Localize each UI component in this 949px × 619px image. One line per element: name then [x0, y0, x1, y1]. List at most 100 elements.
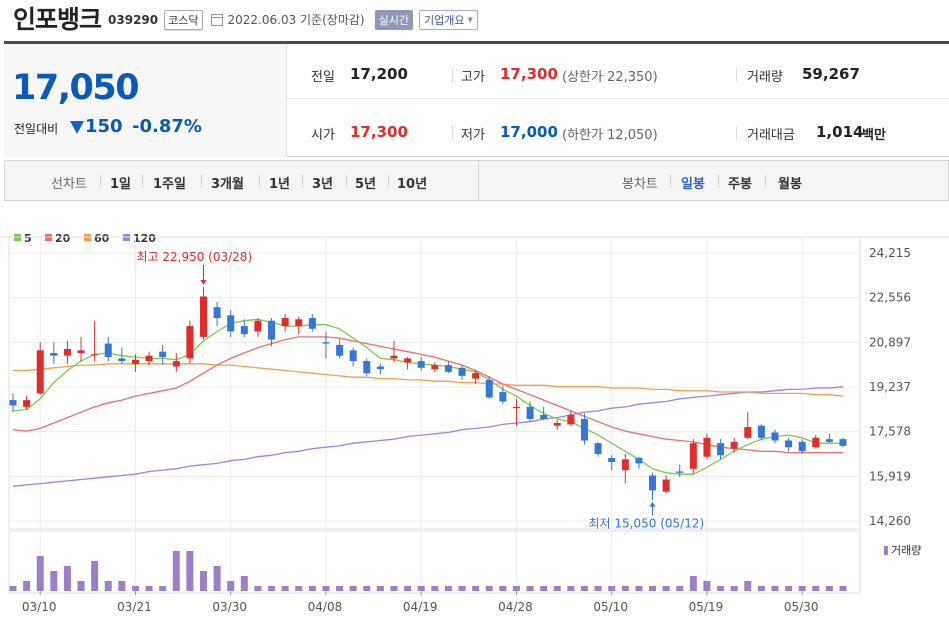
volume-bar: [118, 581, 126, 591]
tab-3y[interactable]: 3년: [312, 177, 334, 192]
volume-bar: [63, 566, 71, 591]
candle-body: [281, 318, 289, 327]
volume-bar: [227, 581, 235, 591]
realtime-button[interactable]: 실시간: [374, 9, 413, 30]
tab-1w[interactable]: 1주일: [153, 177, 186, 192]
divider: [736, 126, 737, 140]
high-arrow-head: [200, 280, 207, 286]
candle-body: [649, 475, 657, 491]
candle-body: [499, 392, 507, 402]
volume-bar: [621, 586, 629, 591]
candle-body: [771, 432, 779, 441]
legend-label: 20: [55, 232, 71, 245]
tab-1d[interactable]: 1일: [110, 177, 132, 192]
volume-bar: [199, 571, 207, 591]
tab-daily[interactable]: 일봉: [681, 177, 705, 192]
candle-body: [213, 307, 221, 319]
volume-bars: 거래량: [9, 544, 921, 591]
high-annotation: 최고 22,950 (03/28): [136, 250, 252, 264]
candle-body: [336, 344, 344, 356]
volume-bar: [77, 581, 85, 591]
tab-separator: [100, 175, 101, 187]
candle-body: [458, 367, 466, 376]
candle-body: [145, 355, 153, 362]
calendar-icon: [210, 13, 223, 26]
tab-monthly[interactable]: 월봉: [778, 177, 802, 192]
row-divider: [287, 98, 949, 99]
volume-bar: [676, 586, 684, 591]
candle-body: [349, 350, 357, 362]
volume-bar: [131, 586, 139, 591]
volume-bar: [649, 586, 657, 591]
volume-bar: [594, 586, 602, 591]
candle-body: [689, 443, 697, 469]
candlesticks: [9, 287, 847, 500]
price-chart[interactable]: 5 20 60 120 거래량 24,215 22,556 20,897 19,237 17,…: [0, 201, 949, 619]
legend-label: 60: [94, 232, 110, 245]
chart-axes: 24,215 22,556 20,897 19,237 17,578 15,919 14,2…: [22, 246, 911, 614]
low-value: 17,000: [500, 123, 558, 141]
tab-separator: [302, 175, 303, 187]
x-tick-label: 03/30: [212, 600, 247, 614]
period-tab-bar: 선차트 1일 1주일 3개월 1년 3년 5년 10년 봉차트 일봉 주봉 월봉: [4, 160, 949, 201]
candle-body: [295, 319, 303, 327]
y-tick-label: 24,215: [869, 246, 911, 260]
volume-bar: [159, 586, 167, 591]
tab-separator: [142, 175, 143, 187]
candle-body: [798, 441, 806, 452]
volume-bar: [785, 586, 793, 591]
tab-3m[interactable]: 3개월: [211, 177, 244, 192]
divider: [452, 68, 453, 82]
volume-bar: [771, 586, 779, 591]
tab-10y[interactable]: 10년: [397, 177, 428, 192]
candle-chart-label: 봉차트: [622, 177, 658, 192]
lower-limit: (하한가 12,050): [562, 128, 658, 143]
candle-body: [825, 439, 833, 442]
volume-bar: [608, 586, 616, 591]
tab-1y[interactable]: 1년: [269, 177, 291, 192]
volume-bar: [254, 586, 262, 591]
y-tick-label: 15,919: [869, 469, 911, 483]
y-tick-label: 22,556: [869, 291, 911, 305]
candle-body: [730, 441, 738, 449]
volume-bar: [268, 586, 276, 591]
volume-bar: [91, 561, 99, 591]
x-tick-label: 03/10: [22, 600, 57, 614]
quote-box: 17,050 전일대비 150 -0.87% 전일 17,200 고가 17,3…: [4, 41, 949, 157]
volume-bar: [349, 586, 357, 591]
volume-bar: [417, 586, 425, 591]
candle-body: [444, 365, 452, 372]
tab-separator: [346, 175, 347, 187]
volume-bar: [444, 586, 452, 591]
candle-body: [63, 348, 71, 356]
candle-body: [227, 315, 235, 332]
volume-bar: [540, 586, 548, 591]
volume-bar: [9, 586, 17, 591]
candle-body: [254, 320, 262, 332]
high-label: 고가: [461, 70, 485, 85]
candle-body: [744, 427, 752, 438]
y-tick-label: 14,260: [869, 514, 911, 528]
volume-bar: [240, 576, 248, 591]
x-tick-label: 04/08: [308, 600, 343, 614]
volume-bar: [458, 586, 466, 591]
candle-body: [608, 458, 616, 463]
volume-legend-label: 거래량: [891, 544, 921, 557]
company-info-dropdown[interactable]: 기업개요 ▼: [418, 9, 478, 30]
volume-bar: [145, 586, 153, 591]
price-plot-frame: [8, 236, 861, 530]
volume-bar: [390, 586, 398, 591]
tab-weekly[interactable]: 주봉: [728, 177, 752, 192]
tab-5y[interactable]: 5년: [355, 177, 377, 192]
candle-body: [676, 471, 684, 473]
candle-body: [540, 414, 548, 419]
prev-close-label: 전일: [311, 70, 335, 85]
candle-body: [621, 459, 629, 471]
volume-bar: [526, 586, 534, 591]
chevron-down-icon: ▼: [467, 15, 473, 24]
candle-body: [812, 437, 820, 448]
ma60-line: [13, 363, 844, 397]
amount-label: 거래대금: [747, 128, 795, 143]
low-label: 저가: [461, 128, 485, 143]
prev-diff-label: 전일대비: [14, 122, 59, 136]
